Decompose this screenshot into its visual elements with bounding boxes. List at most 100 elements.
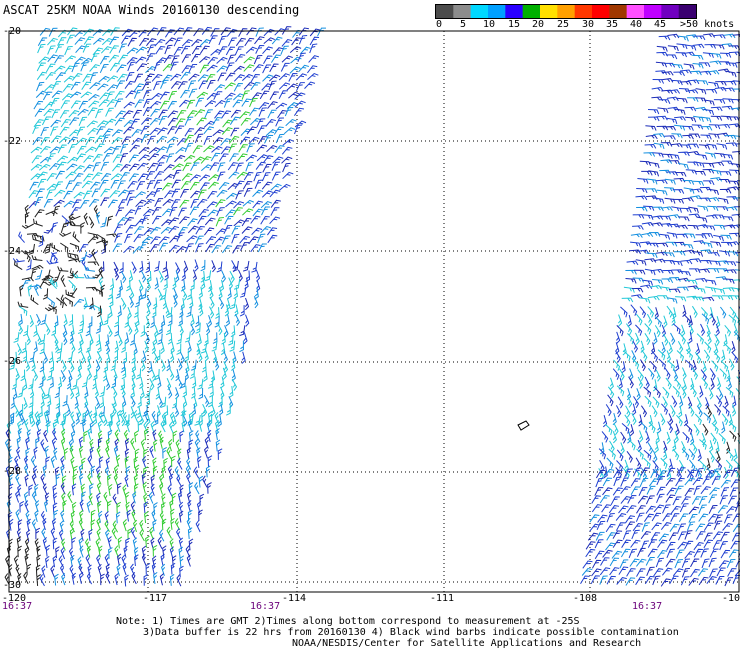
wind-barb	[131, 137, 143, 146]
wind-barb	[54, 386, 60, 399]
wind-barb	[104, 334, 110, 347]
wind-barb	[695, 523, 706, 532]
wind-barb	[148, 491, 154, 504]
wind-barb	[724, 577, 734, 587]
wind-barb	[692, 180, 705, 186]
wind-barb	[99, 92, 110, 101]
wind-barb	[645, 125, 657, 131]
wind-barb	[656, 493, 665, 503]
wind-barb	[89, 82, 101, 90]
wind-barb	[581, 567, 593, 576]
wind-barb	[251, 92, 262, 101]
wind-barb	[115, 207, 125, 217]
wind-barb	[77, 108, 89, 116]
wind-barb	[148, 153, 160, 161]
wind-barb	[176, 110, 187, 119]
wind-barb	[174, 518, 181, 531]
wind-barb	[125, 224, 136, 234]
wind-barb	[71, 73, 83, 81]
wind-barb	[221, 127, 233, 135]
wind-barb	[733, 135, 740, 142]
wind-barb	[60, 275, 66, 288]
wind-barb	[138, 279, 144, 292]
wind-barb	[75, 412, 80, 425]
wind-barb	[698, 513, 709, 522]
wind-barb	[123, 545, 128, 558]
wind-barb	[116, 64, 127, 73]
wind-barb	[644, 143, 657, 149]
wind-barb	[24, 418, 29, 432]
wind-barb	[179, 99, 190, 108]
wind-barb	[110, 27, 120, 36]
wind-barb	[677, 531, 687, 541]
wind-barb	[170, 73, 182, 81]
wind-barb	[117, 305, 122, 318]
wind-barb	[114, 98, 124, 108]
wind-barb	[668, 160, 681, 165]
wind-barb	[677, 541, 688, 550]
wind-barb	[95, 397, 101, 410]
wind-barb	[653, 504, 665, 513]
wind-barb	[233, 287, 238, 300]
legend-tick-label: 45	[654, 19, 667, 30]
wind-barb	[157, 333, 163, 345]
wind-barb	[133, 519, 138, 533]
wind-barb	[79, 200, 90, 209]
wind-barb	[141, 553, 147, 566]
wind-barb	[107, 288, 113, 300]
wind-barb	[695, 97, 707, 103]
wind-barb	[635, 324, 643, 336]
wind-barb	[622, 530, 632, 540]
wind-barb	[632, 467, 642, 477]
wind-barb	[665, 477, 676, 487]
wind-barb	[161, 359, 166, 372]
wind-barb	[725, 142, 738, 147]
wind-barb	[39, 146, 51, 154]
wind-barb	[97, 120, 109, 128]
wind-barb	[222, 367, 227, 380]
wind-barb	[625, 577, 636, 586]
wind-barb	[289, 66, 301, 74]
wind-barb	[79, 499, 84, 512]
wind-barb	[46, 369, 53, 381]
wind-barb	[228, 277, 233, 290]
wind-barb	[114, 545, 119, 558]
wind-barb	[632, 214, 645, 219]
wind-barb	[17, 572, 22, 586]
wind-barb	[673, 251, 686, 256]
wind-barb	[134, 73, 143, 83]
wind-barb	[670, 332, 676, 345]
wind-barb	[172, 163, 184, 171]
wind-barb	[655, 179, 668, 185]
wind-barb	[234, 313, 241, 327]
wind-barb	[15, 490, 20, 503]
wind-barb	[133, 83, 144, 92]
wind-barb	[676, 43, 688, 50]
wind-barb	[172, 430, 178, 443]
wind-barb	[17, 519, 23, 532]
wind-barb	[655, 557, 664, 568]
wind-barb	[224, 325, 229, 338]
wind-barb	[692, 63, 704, 69]
wind-barb	[676, 233, 689, 239]
wind-barb	[46, 297, 55, 308]
wind-barb	[674, 359, 680, 372]
wind-barb	[208, 395, 213, 408]
wind-barb	[35, 269, 43, 281]
swath-time: 16:37	[250, 601, 281, 612]
wind-barb	[630, 241, 642, 248]
wind-barb	[710, 432, 717, 445]
wind-barb	[629, 368, 634, 381]
wind-barb	[4, 439, 10, 452]
wind-barb	[253, 54, 263, 65]
wind-barb	[143, 448, 148, 461]
wind-barb	[158, 529, 165, 542]
wind-barb	[29, 386, 35, 399]
wind-barb	[213, 91, 223, 100]
wind-barb	[41, 274, 54, 281]
wind-barb	[28, 351, 35, 363]
wind-barb	[140, 325, 146, 337]
wind-barb	[725, 459, 733, 472]
wind-barb	[71, 501, 77, 514]
wind-barb	[78, 563, 84, 576]
